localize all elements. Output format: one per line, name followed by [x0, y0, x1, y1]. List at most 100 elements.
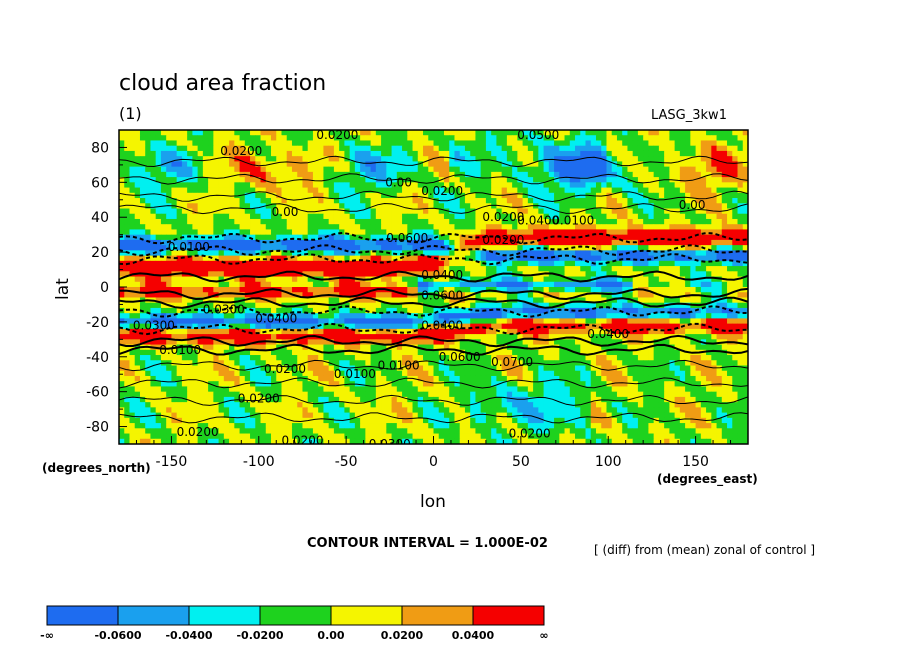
- field-cell: [134, 276, 141, 283]
- field-cell: [202, 224, 209, 230]
- field-cell: [637, 182, 644, 188]
- field-cell: [391, 150, 398, 157]
- field-cell: [192, 192, 199, 199]
- field-cell: [632, 140, 639, 147]
- field-cell: [721, 145, 728, 152]
- field-cell: [538, 182, 544, 188]
- field-cell: [229, 334, 235, 340]
- field-cell: [428, 344, 434, 351]
- field-cell: [391, 271, 398, 277]
- field-cell: [428, 177, 434, 183]
- field-cell: [695, 266, 702, 272]
- field-cell: [328, 130, 335, 136]
- field-cell: [632, 276, 639, 283]
- field-cell: [386, 266, 392, 272]
- field-cell: [517, 287, 524, 293]
- field-cell: [664, 276, 670, 283]
- field-cell: [622, 234, 628, 241]
- field-cell: [648, 307, 655, 314]
- field-cell: [648, 323, 655, 330]
- field-cell: [485, 255, 492, 262]
- field-cell: [569, 292, 576, 298]
- field-cell: [396, 224, 403, 230]
- field-cell: [522, 171, 529, 178]
- field-cell: [721, 198, 728, 204]
- field-cell: [548, 171, 555, 178]
- field-cell: [506, 260, 513, 267]
- field-cell: [260, 145, 267, 152]
- field-cell: [360, 177, 366, 183]
- field-cell: [548, 130, 555, 136]
- field-cell: [575, 166, 581, 173]
- field-cell: [564, 218, 571, 225]
- field-cell: [716, 323, 723, 330]
- field-cell: [349, 198, 356, 204]
- field-cell: [527, 166, 534, 173]
- field-cell: [302, 187, 309, 194]
- field-cell: [475, 323, 482, 330]
- field-cell: [428, 339, 434, 345]
- field-cell: [543, 161, 550, 168]
- field-cell: [407, 287, 413, 293]
- field-cell: [580, 135, 586, 141]
- field-cell: [632, 307, 639, 314]
- field-cell: [496, 140, 503, 147]
- field-cell: [690, 339, 696, 345]
- field-cell: [585, 297, 592, 304]
- field-cell: [297, 334, 303, 340]
- field-cell: [402, 334, 408, 340]
- field-cell: [475, 177, 482, 183]
- field-cell: [575, 302, 581, 309]
- field-cell: [616, 250, 623, 256]
- field-cell: [417, 130, 424, 136]
- field-cell: [271, 318, 277, 325]
- field-cell: [244, 203, 251, 209]
- field-cell: [564, 140, 571, 147]
- field-cell: [307, 255, 314, 262]
- field-cell: [370, 323, 377, 330]
- field-cell: [375, 208, 382, 215]
- field-cell: [307, 292, 314, 298]
- field-cell: [239, 292, 246, 298]
- field-cell: [276, 140, 282, 147]
- field-cell: [365, 177, 371, 183]
- field-cell: [402, 250, 408, 256]
- field-cell: [569, 229, 576, 236]
- field-cell: [517, 150, 524, 157]
- field-cell: [564, 318, 571, 325]
- field-cell: [218, 140, 225, 147]
- field-cell: [727, 198, 733, 204]
- field-cell: [318, 161, 324, 168]
- field-cell: [533, 245, 539, 251]
- field-cell: [648, 224, 655, 230]
- field-cell: [119, 255, 125, 262]
- field-cell: [716, 171, 723, 178]
- field-cell: [229, 297, 235, 304]
- field-cell: [124, 271, 130, 277]
- field-cell: [632, 177, 639, 183]
- field-cell: [643, 192, 649, 199]
- field-cell: [737, 156, 744, 162]
- field-cell: [711, 281, 717, 288]
- field-cell: [438, 135, 445, 141]
- field-cell: [333, 239, 340, 246]
- field-cell: [554, 260, 560, 267]
- field-cell: [517, 318, 524, 325]
- field-cell: [653, 218, 660, 225]
- field-cell: [658, 307, 665, 314]
- field-cell: [606, 198, 613, 204]
- field-cell: [124, 166, 130, 173]
- field-cell: [585, 302, 592, 309]
- field-cell: [464, 313, 471, 319]
- field-cell: [197, 182, 204, 188]
- field-cell: [344, 213, 351, 220]
- field-cell: [506, 177, 513, 183]
- field-cell: [171, 208, 178, 215]
- field-cell: [522, 276, 529, 283]
- field-cell: [187, 255, 193, 262]
- field-cell: [145, 224, 151, 230]
- field-cell: [721, 187, 728, 194]
- field-cell: [727, 171, 733, 178]
- field-cell: [276, 250, 282, 256]
- field-cell: [648, 145, 655, 152]
